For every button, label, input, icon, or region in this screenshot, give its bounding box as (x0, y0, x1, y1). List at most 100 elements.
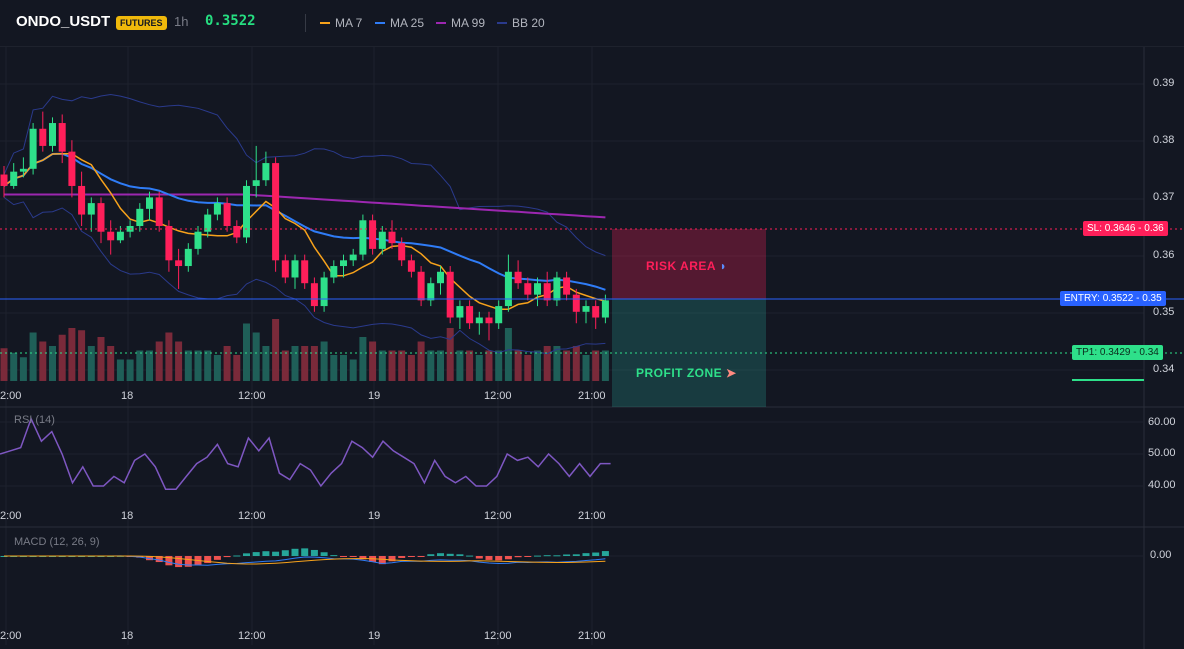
entry-price-tag[interactable]: ENTRY: 0.3522 - 0.35 (1060, 291, 1166, 306)
volume-bar (301, 346, 309, 381)
candle-body (572, 294, 580, 312)
price-tick: 0.37 (1153, 191, 1175, 203)
volume-bar (243, 323, 250, 381)
volume-bar (19, 357, 27, 381)
macd-histogram-bar (534, 555, 541, 557)
last-price: 0.3522 (205, 13, 256, 29)
volume-bar (10, 352, 18, 381)
legend-bb20[interactable]: BB 20 (497, 16, 545, 30)
macd-histogram-bar (184, 556, 192, 567)
time-tick: 12:00 (238, 630, 266, 642)
candle-body (524, 283, 532, 295)
candle-body (407, 260, 415, 272)
time-tick: 2:00 (0, 630, 22, 642)
volume-bar (592, 350, 600, 381)
candle-body (0, 174, 8, 186)
volume-bar (446, 328, 454, 381)
time-tick: 2:00 (0, 390, 22, 402)
macd-histogram-bar (359, 556, 367, 560)
legend-ma7[interactable]: MA 7 (320, 16, 362, 30)
candle-body (417, 271, 425, 301)
volume-bar (398, 350, 406, 381)
candle-body (495, 306, 503, 324)
candle-body (146, 197, 153, 209)
volume-bar (87, 346, 95, 381)
volume-bar (291, 346, 299, 381)
candle-body (291, 260, 299, 278)
volume-bar (340, 355, 347, 381)
candle-body (194, 231, 202, 249)
candle-body (485, 317, 493, 324)
price-tick: 0.38 (1153, 134, 1175, 146)
candle-body (262, 163, 270, 181)
candle-body (233, 226, 241, 238)
candle-body (320, 277, 328, 307)
volume-bar (456, 350, 464, 381)
macd-histogram-bar (543, 555, 551, 557)
tp1-price-tag[interactable]: TP1: 0.3429 - 0.34 (1072, 345, 1163, 360)
candle-body (223, 203, 231, 226)
macd-histogram-bar (175, 556, 183, 568)
candle-body (136, 208, 144, 226)
candle-body (213, 203, 221, 215)
interval-selector[interactable]: 1h (174, 14, 189, 29)
volume-bar (349, 359, 357, 381)
candle-body (68, 151, 76, 186)
rocket-icon: ➤ (726, 366, 737, 380)
macd-histogram-bar (388, 556, 396, 562)
macd-histogram-bar (582, 553, 590, 556)
candle-body (175, 260, 183, 267)
time-tick: 12:00 (484, 390, 512, 402)
macd-histogram-bar (407, 556, 415, 557)
futures-badge: FUTURES (116, 16, 167, 30)
candle-body (29, 128, 37, 169)
candle-body (78, 185, 86, 215)
candle-body (388, 231, 396, 244)
macd-histogram-bar (233, 555, 241, 557)
volume-bar (58, 334, 66, 381)
risk-area-label: RISK AREA ◗ (646, 259, 728, 273)
candle-body (116, 231, 124, 241)
macd-histogram-bar (204, 556, 212, 564)
profit-zone-label: PROFIT ZONE ➤ (636, 366, 737, 380)
candle-body (543, 283, 551, 301)
time-tick: 19 (368, 510, 381, 522)
volume-bar (543, 346, 551, 381)
candle-body (369, 220, 377, 249)
macd-histogram-bar (281, 550, 289, 556)
candle-body (398, 243, 406, 261)
legend-ma25[interactable]: MA 25 (375, 16, 424, 30)
volume-bar (233, 355, 241, 381)
time-tick: 21:00 (578, 510, 606, 522)
price-tick: 0.34 (1153, 363, 1175, 375)
volume-bar (572, 346, 580, 381)
sl-price-tag[interactable]: SL: 0.3646 - 0.36 (1083, 221, 1168, 236)
shield-icon: ◗ (719, 259, 728, 273)
volume-bar (272, 319, 280, 381)
legend-ma99[interactable]: MA 99 (436, 16, 485, 30)
candle-body (437, 271, 444, 284)
macd-histogram-bar (310, 549, 318, 556)
volume-bar (107, 346, 115, 381)
candle-body (504, 271, 512, 307)
legend-swatch (436, 22, 446, 24)
candle-body (97, 203, 105, 232)
candle-body (592, 306, 600, 318)
time-tick: 18 (121, 630, 134, 642)
volume-bar (582, 355, 590, 381)
macd-histogram-bar (320, 552, 328, 556)
candle-body (349, 254, 357, 261)
symbol-name[interactable]: ONDO_USDT (16, 13, 111, 30)
candle-body (204, 214, 212, 232)
legend-swatch (497, 22, 507, 24)
volume-bar (504, 328, 512, 381)
macd-histogram-bar (427, 554, 435, 556)
ma7-line (3, 152, 606, 311)
volume-bar (310, 346, 318, 381)
macd-histogram-bar (446, 553, 454, 556)
volume-bar (553, 346, 561, 381)
header-divider (305, 14, 306, 32)
time-tick: 12:00 (484, 510, 512, 522)
macd-histogram-bar (592, 552, 600, 556)
